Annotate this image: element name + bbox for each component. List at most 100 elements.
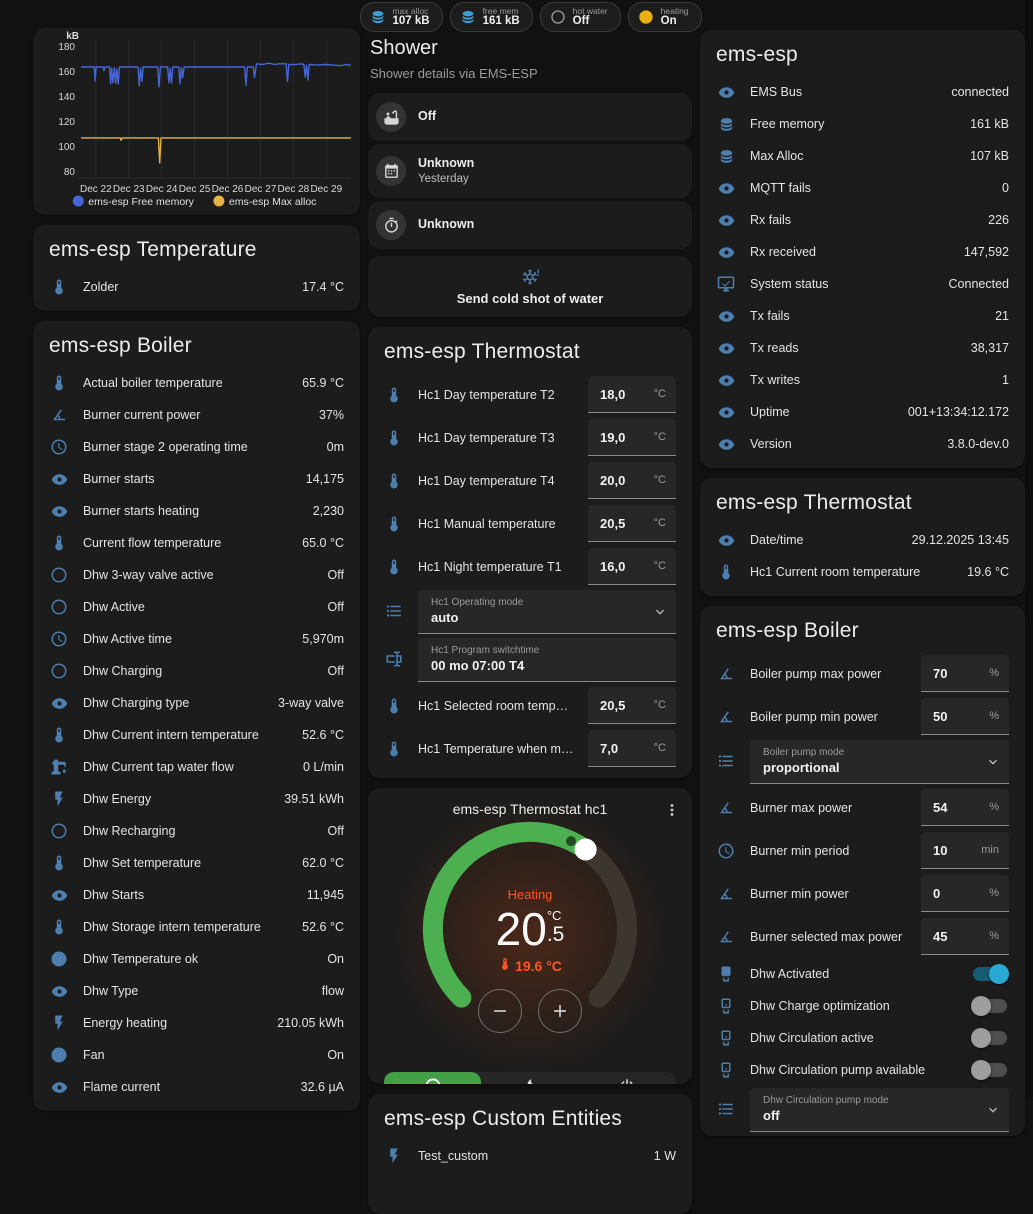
entity-value: 38,317 bbox=[970, 341, 1009, 355]
entity-row: Hc1 Night temperature T1 16,0 °C bbox=[368, 545, 692, 588]
select-input[interactable]: Boiler pump mode proportional bbox=[750, 740, 1009, 784]
number-input[interactable]: 19,0 °C bbox=[588, 419, 676, 456]
entity-row[interactable]: Date/time 29.12.2025 13:45 bbox=[700, 524, 1025, 556]
shower-tile[interactable]: Unknown Yesterday bbox=[368, 144, 692, 198]
hvac-mode-power[interactable] bbox=[579, 1072, 676, 1084]
number-unit: % bbox=[989, 710, 999, 722]
entity-row[interactable]: Dhw Storage intern temperature 52.6 °C bbox=[33, 911, 360, 943]
entity-row[interactable]: Rx received 147,592 bbox=[700, 236, 1025, 268]
badge-heating[interactable]: heating On bbox=[627, 2, 702, 32]
entity-row[interactable]: Dhw Temperature ok On bbox=[33, 943, 360, 975]
temperature-card: ems-esp Temperature Zolder 17.4 °C bbox=[33, 225, 360, 311]
entity-row[interactable]: MQTT fails 0 bbox=[700, 172, 1025, 204]
entity-row[interactable]: Dhw Set temperature 62.0 °C bbox=[33, 847, 360, 879]
entity-name: Burner stage 2 operating time bbox=[83, 440, 248, 454]
number-input[interactable]: 20,0 °C bbox=[588, 462, 676, 499]
entity-row[interactable]: Version 3.8.0-dev.0 bbox=[700, 428, 1025, 460]
entity-row[interactable]: Flame current 32.6 µA bbox=[33, 1071, 360, 1103]
entity-row[interactable]: Tx fails 21 bbox=[700, 300, 1025, 332]
thermostat-card-mid: ems-esp Thermostat Hc1 Day temperature T… bbox=[368, 327, 692, 778]
thermostat-dial[interactable]: Heating 20 °C .5 19.6 °C bbox=[368, 817, 692, 1084]
clock-icon bbox=[49, 630, 69, 648]
text-input[interactable]: Hc1 Program switchtime 00 mo 07:00 T4 bbox=[418, 638, 676, 682]
number-input[interactable]: 50 % bbox=[921, 698, 1009, 735]
entity-row[interactable]: Dhw Current intern temperature 52.6 °C bbox=[33, 719, 360, 751]
number-input[interactable]: 45 % bbox=[921, 918, 1009, 955]
number-input[interactable]: 10 min bbox=[921, 832, 1009, 869]
send-cold-shot-button[interactable]: Send cold shot of water bbox=[368, 256, 692, 317]
angle-icon bbox=[716, 928, 736, 946]
entity-row[interactable]: System status Connected bbox=[700, 268, 1025, 300]
entity-row[interactable]: Uptime 001+13:34:12.172 bbox=[700, 396, 1025, 428]
badge-max-alloc[interactable]: max alloc 107 kB bbox=[359, 2, 443, 32]
number-unit: °C bbox=[653, 431, 666, 443]
entity-row[interactable]: Max Alloc 107 kB bbox=[700, 140, 1025, 172]
hvac-mode-fire[interactable] bbox=[481, 1072, 578, 1084]
number-input[interactable]: 16,0 °C bbox=[588, 548, 676, 585]
badge-free-mem[interactable]: free mem 161 kB bbox=[449, 2, 533, 32]
entity-row[interactable]: Burner starts 14,175 bbox=[33, 463, 360, 495]
entity-row[interactable]: Free memory 161 kB bbox=[700, 108, 1025, 140]
badge-hot-water[interactable]: hot water Off bbox=[539, 2, 621, 32]
number-input[interactable]: 18,0 °C bbox=[588, 376, 676, 413]
entity-row[interactable]: Dhw Active Off bbox=[33, 591, 360, 623]
hvac-mode-thermostat-auto[interactable] bbox=[384, 1072, 482, 1084]
entity-row[interactable]: Dhw 3-way valve active Off bbox=[33, 559, 360, 591]
entity-row[interactable]: Burner starts heating 2,230 bbox=[33, 495, 360, 527]
entity-row[interactable]: Hc1 Current room temperature 19.6 °C bbox=[700, 556, 1025, 588]
entity-row[interactable]: Dhw Energy 39.51 kWh bbox=[33, 783, 360, 815]
number-input[interactable]: 0 % bbox=[921, 875, 1009, 912]
number-input[interactable]: 7,0 °C bbox=[588, 730, 676, 767]
badge-value: On bbox=[660, 15, 677, 28]
number-input[interactable]: 70 % bbox=[921, 655, 1009, 692]
field-label: Hc1 Program switchtime bbox=[431, 645, 540, 656]
entity-row[interactable]: Rx fails 226 bbox=[700, 204, 1025, 236]
entity-row[interactable]: Fan On bbox=[33, 1039, 360, 1071]
eye-icon bbox=[49, 695, 69, 712]
entity-row[interactable]: Tx reads 38,317 bbox=[700, 332, 1025, 364]
shower-tile[interactable]: Off bbox=[368, 93, 692, 141]
boiler-card-right: ems-esp Boiler Boiler pump max power 70 … bbox=[700, 606, 1025, 1136]
entity-row[interactable]: Dhw Active time 5,970m bbox=[33, 623, 360, 655]
toggle-switch[interactable] bbox=[971, 1028, 1007, 1048]
entity-row[interactable]: Burner stage 2 operating time 0m bbox=[33, 431, 360, 463]
entity-row[interactable]: Test_custom 1 W bbox=[368, 1140, 692, 1172]
number-value: 54 bbox=[933, 799, 948, 815]
memory-history-chart[interactable]: kB 180 160 140 120 100 80 Dec 22 Dec 23 Dec 24 Dec… bbox=[33, 28, 360, 215]
entity-row[interactable]: Tx writes 1 bbox=[700, 364, 1025, 396]
temperature-increase-button[interactable] bbox=[538, 989, 582, 1033]
select-input[interactable]: Dhw Circulation pump mode off bbox=[750, 1088, 1009, 1132]
entity-row[interactable]: Burner current power 37% bbox=[33, 399, 360, 431]
number-value: 20,5 bbox=[600, 697, 626, 713]
temperature-decrease-button[interactable] bbox=[478, 989, 522, 1033]
thermometer-icon bbox=[49, 278, 69, 296]
number-input[interactable]: 20,5 °C bbox=[588, 505, 676, 542]
toggle-switch[interactable] bbox=[971, 1060, 1007, 1080]
more-options-icon[interactable] bbox=[660, 798, 684, 822]
entity-value: 52.6 °C bbox=[302, 920, 344, 934]
entity-row[interactable]: Dhw Recharging Off bbox=[33, 815, 360, 847]
entity-row[interactable]: Dhw Charging type 3-way valve bbox=[33, 687, 360, 719]
entity-row[interactable]: Dhw Type flow bbox=[33, 975, 360, 1007]
shower-tile[interactable]: Unknown bbox=[368, 201, 692, 249]
entity-row[interactable]: EMS Bus connected bbox=[700, 76, 1025, 108]
entity-row[interactable]: Energy heating 210.05 kWh bbox=[33, 1007, 360, 1039]
eye-icon bbox=[49, 503, 69, 520]
entity-row[interactable]: Zolder 17.4 °C bbox=[33, 271, 360, 303]
scrollbar-track[interactable] bbox=[1025, 0, 1033, 1097]
entity-row[interactable]: Actual boiler temperature 65.9 °C bbox=[33, 367, 360, 399]
entity-value: On bbox=[327, 1048, 344, 1062]
entity-name: Boiler pump min power bbox=[750, 709, 878, 724]
entity-row[interactable]: Dhw Charging Off bbox=[33, 655, 360, 687]
toggle-switch[interactable] bbox=[973, 964, 1009, 984]
entity-row[interactable]: Current flow temperature 65.0 °C bbox=[33, 527, 360, 559]
toggle-switch[interactable] bbox=[971, 996, 1007, 1016]
entity-name: Dhw Active bbox=[83, 600, 145, 614]
entity-row[interactable]: Dhw Current tap water flow 0 L/min bbox=[33, 751, 360, 783]
number-input[interactable]: 20,5 °C bbox=[588, 687, 676, 724]
select-input[interactable]: Hc1 Operating mode auto bbox=[418, 590, 676, 634]
number-input[interactable]: 54 % bbox=[921, 789, 1009, 826]
entity-value: 0m bbox=[326, 440, 344, 454]
entity-value: Connected bbox=[948, 277, 1009, 291]
entity-row[interactable]: Dhw Starts 11,945 bbox=[33, 879, 360, 911]
